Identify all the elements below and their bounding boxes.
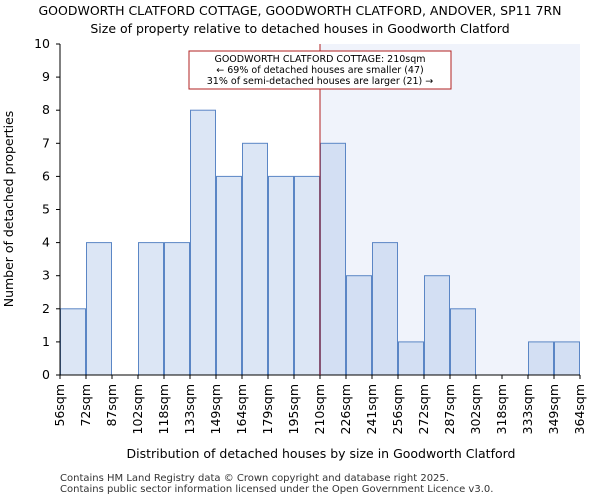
x-tick-label: 349sqm	[546, 384, 561, 434]
x-axis-label: Distribution of detached houses by size …	[127, 446, 516, 461]
x-tick-label: 302sqm	[468, 384, 483, 434]
bar-56sqm	[60, 308, 86, 376]
y-tick-label: 2	[42, 301, 50, 316]
x-tick-label: 287sqm	[442, 384, 457, 434]
annotation-line1: GOODWORTH CLATFORD COTTAGE: 210sqm	[214, 54, 425, 65]
bar-133sqm	[190, 109, 216, 376]
bar-256sqm	[398, 341, 424, 376]
footer-line-1: Contains HM Land Registry data © Crown c…	[60, 473, 449, 484]
bar-72sqm	[86, 242, 112, 376]
bar-333sqm	[528, 341, 554, 376]
footer: Contains HM Land Registry data © Crown c…	[60, 473, 493, 495]
x-tick-label: 333sqm	[520, 384, 535, 434]
annotation-box	[188, 50, 452, 90]
bar-241sqm	[372, 242, 398, 376]
chart-title-block: GOODWORTH CLATFORD COTTAGE, GOODWORTH CL…	[0, 2, 600, 38]
bar-102sqm	[138, 242, 164, 376]
x-tick-label: 56sqm	[52, 384, 67, 427]
chart-subtitle: Size of property relative to detached ho…	[90, 21, 510, 36]
y-tick-label: 10	[34, 36, 50, 51]
annotation-line3: 31% of semi-detached houses are larger (…	[207, 76, 434, 87]
bar-179sqm	[268, 175, 294, 376]
bar-272sqm	[424, 275, 450, 376]
annotation-line2: ← 69% of detached houses are smaller (47…	[216, 65, 423, 76]
y-tick-label: 7	[42, 135, 50, 150]
y-axis-label: Number of detached properties	[1, 111, 16, 308]
x-tick-label: 87sqm	[104, 384, 119, 427]
x-tick-label: 133sqm	[182, 384, 197, 434]
y-tick-label: 9	[42, 69, 50, 84]
x-tick-label: 72sqm	[78, 384, 93, 427]
x-tick-label: 118sqm	[156, 384, 171, 434]
bar-118sqm	[164, 242, 190, 376]
bar-349sqm	[554, 341, 580, 376]
bar-287sqm	[450, 308, 476, 376]
bar-226sqm	[346, 275, 372, 376]
x-tick-label: 195sqm	[286, 384, 301, 434]
y-tick-label: 6	[42, 168, 50, 183]
bar-210sqm	[320, 142, 346, 376]
x-tick-label: 256sqm	[390, 384, 405, 434]
x-tick-label: 102sqm	[130, 384, 145, 434]
bar-149sqm	[216, 175, 242, 376]
x-tick-label: 226sqm	[338, 384, 353, 434]
bar-chart: 0 1 2 3 4 5 6 7 8 9 10 56sqm 72sqm 87sqm 102sqm 118sqm 1…	[1, 36, 587, 461]
y-tick-label: 5	[42, 202, 50, 217]
x-tick-label: 179sqm	[260, 384, 275, 434]
footer-line-2: Contains public sector information licen…	[60, 484, 494, 495]
bar-195sqm	[294, 175, 320, 376]
y-tick-label: 0	[42, 367, 50, 382]
x-tick-label: 364sqm	[572, 384, 587, 434]
y-tick-label: 3	[42, 268, 50, 283]
y-tick-label: 8	[42, 102, 50, 117]
chart-title: GOODWORTH CLATFORD COTTAGE, GOODWORTH CL…	[38, 3, 562, 18]
y-tick-label: 1	[42, 334, 50, 349]
y-tick-label: 4	[42, 235, 50, 250]
x-tick-label: 149sqm	[208, 384, 223, 434]
x-tick-label: 164sqm	[234, 384, 249, 434]
bar-164sqm	[242, 142, 268, 376]
x-tick-label: 318sqm	[494, 384, 509, 434]
x-tick-label: 210sqm	[312, 384, 327, 434]
x-tick-label: 241sqm	[364, 384, 379, 434]
x-tick-label: 272sqm	[416, 384, 431, 434]
